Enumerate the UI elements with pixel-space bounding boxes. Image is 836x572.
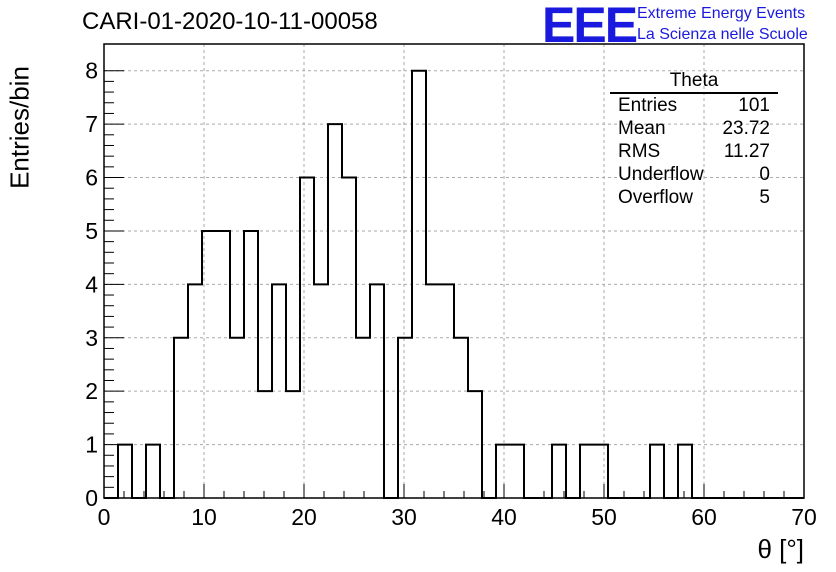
y-tick-label: 1 <box>85 432 98 458</box>
stats-label: Entries <box>618 95 678 116</box>
x-axis-label: θ [°] <box>757 534 804 564</box>
stats-value: 11.27 <box>723 141 770 162</box>
logo-caption: Extreme Energy Events La Scienza nelle S… <box>637 3 808 45</box>
x-axis-ticks: 0 10 20 30 40 50 60 70 <box>98 484 817 530</box>
x-tick-label: 0 <box>98 504 111 530</box>
stats-label: RMS <box>618 141 661 162</box>
stats-label: Underflow <box>618 164 704 185</box>
y-tick-label: 6 <box>85 165 98 191</box>
logo-caption-line1: Extreme Energy Events <box>637 5 806 22</box>
logo-caption-line2: La Scienza nelle Scuole <box>637 26 808 43</box>
stats-box: Theta Entries 101 Mean 23.72 RMS 11.27 Unde… <box>610 70 778 209</box>
y-tick-label: 7 <box>85 111 98 137</box>
y-tick-label: 3 <box>85 325 98 351</box>
stats-title: Theta <box>610 70 778 94</box>
y-tick-label: 2 <box>85 378 98 404</box>
x-tick-label: 30 <box>391 504 417 530</box>
y-axis-ticks: 0 1 2 3 4 5 6 7 8 <box>85 58 124 511</box>
stats-value: 101 <box>738 95 770 116</box>
stats-label: Overflow <box>618 187 693 208</box>
y-axis-label: Entries/bin <box>4 66 35 189</box>
x-tick-label: 60 <box>691 504 717 530</box>
stats-row: Overflow 5 <box>610 186 778 209</box>
stats-row: RMS 11.27 <box>610 140 778 163</box>
stats-value: 23.72 <box>722 118 770 139</box>
stats-value: 5 <box>759 187 770 208</box>
stats-label: Mean <box>618 118 666 139</box>
x-tick-label: 50 <box>591 504 617 530</box>
plot-frame <box>103 43 805 499</box>
y-tick-label: 8 <box>85 58 98 84</box>
chart-title: CARI-01-2020-10-11-00058 <box>82 8 378 35</box>
histogram-series <box>104 69 804 499</box>
stats-value: 0 <box>759 164 770 185</box>
stats-row: Mean 23.72 <box>610 117 778 140</box>
eee-logo: EEE <box>542 0 638 53</box>
y-tick-label: 0 <box>85 485 98 511</box>
x-tick-label: 40 <box>491 504 517 530</box>
x-tick-label: 20 <box>291 504 317 530</box>
x-tick-label: 10 <box>191 504 217 530</box>
y-tick-label: 4 <box>85 271 98 297</box>
y-tick-label: 5 <box>85 218 98 244</box>
stats-row: Underflow 0 <box>610 163 778 186</box>
histogram-outline <box>104 69 804 499</box>
stats-row: Entries 101 <box>610 94 778 117</box>
x-tick-label: 70 <box>791 504 817 530</box>
